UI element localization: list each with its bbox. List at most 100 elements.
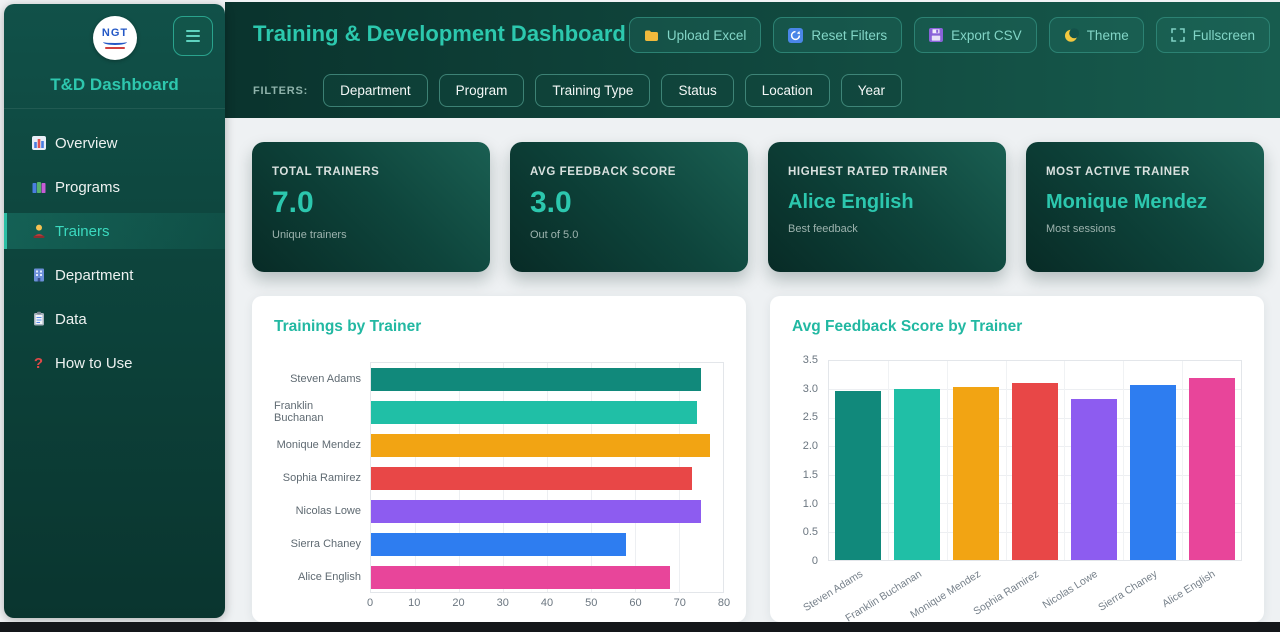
x-tick-label: 80 bbox=[717, 597, 731, 609]
sidebar-item-label: Data bbox=[55, 310, 87, 328]
chart-bar[interactable] bbox=[371, 467, 693, 490]
sidebar-item-programs[interactable]: Programs bbox=[4, 169, 225, 205]
kpi-value: 3.0 bbox=[530, 186, 572, 219]
folder-icon bbox=[644, 29, 659, 42]
upload-excel-button[interactable]: Upload Excel bbox=[628, 17, 762, 53]
chart-bar[interactable] bbox=[371, 368, 701, 391]
page-title: Training & Development Dashboard bbox=[253, 21, 626, 46]
header: Training & Development Dashboard Upload … bbox=[225, 2, 1280, 118]
chart-cell: Alice English bbox=[1161, 361, 1241, 610]
hbar-chart: Steven Adams Franklin Buchanan Monique Men… bbox=[274, 362, 730, 613]
chart-bar[interactable] bbox=[1129, 385, 1176, 560]
trainings-ylabels: Steven Adams Franklin Buchanan Monique Men… bbox=[274, 362, 370, 593]
theme-button[interactable]: Theme bbox=[1048, 17, 1144, 53]
feedback-ylabels: 3.5 3.0 2.5 2.0 1.5 1.0 0.5 0 bbox=[792, 354, 828, 567]
kpi-row: TOTAL TRAINERS 7.0 Unique trainers AVG F… bbox=[252, 142, 1264, 272]
chart-bar[interactable] bbox=[1188, 377, 1235, 560]
reset-icon bbox=[788, 27, 804, 43]
sidebar-item-label: How to Use bbox=[55, 354, 133, 372]
chart-bar[interactable] bbox=[371, 401, 697, 424]
button-label: Theme bbox=[1086, 27, 1129, 43]
feedback-cells: Steven Adams Franklin Buchanan Monique Men… bbox=[801, 361, 1241, 625]
chart-bar[interactable] bbox=[835, 390, 882, 560]
filter-training-type[interactable]: Training Type bbox=[535, 74, 651, 107]
category-label: Alice English bbox=[298, 570, 361, 583]
trainings-by-trainer-chart: Trainings by Trainer Steven Adams Frankli… bbox=[252, 296, 746, 622]
button-label: Export CSV bbox=[951, 27, 1022, 43]
kpi-label: MOST ACTIVE TRAINER bbox=[1046, 166, 1190, 178]
filter-location[interactable]: Location bbox=[744, 74, 830, 107]
filter-department[interactable]: Department bbox=[323, 74, 428, 107]
y-tick-label: 0.5 bbox=[802, 526, 818, 539]
question-icon: ? bbox=[33, 354, 44, 372]
x-tick-label: 40 bbox=[540, 597, 554, 609]
kpi-total-trainers: TOTAL TRAINERS 7.0 Unique trainers bbox=[252, 142, 490, 272]
button-label: Reset Filters bbox=[811, 27, 888, 43]
sidebar-item-label: Overview bbox=[55, 134, 118, 152]
vbar-chart: 3.5 3.0 2.5 2.0 1.5 1.0 0.5 0 Steven Adams Frank… bbox=[792, 354, 1242, 625]
chart-bar[interactable] bbox=[371, 434, 710, 457]
y-tick-label: 2.0 bbox=[802, 440, 818, 453]
x-tick-label: 20 bbox=[452, 597, 465, 609]
gridline bbox=[1005, 361, 1007, 560]
trainings-plot bbox=[370, 362, 724, 593]
chart-cell: Sierra Chaney bbox=[1096, 361, 1182, 614]
feedback-plot: Steven Adams Franklin Buchanan Monique Men… bbox=[801, 360, 1242, 625]
x-tick-label: 10 bbox=[408, 597, 421, 609]
sidebar-item-label: Programs bbox=[55, 178, 121, 196]
category-label: Sierra Chaney bbox=[290, 537, 361, 550]
fullscreen-icon bbox=[1170, 28, 1185, 42]
sidebar: NGT T&D Dashboard Overview Programs bbox=[4, 4, 225, 618]
category-label: Steven Adams bbox=[290, 372, 361, 385]
x-tick-label: 30 bbox=[496, 597, 509, 609]
sidebar-item-label: Department bbox=[55, 266, 134, 284]
chart-cell: Franklin Buchanan bbox=[843, 361, 947, 625]
x-tick-label: 60 bbox=[629, 597, 642, 609]
avg-feedback-score-chart: Avg Feedback Score by Trainer 3.5 3.0 2.5 2… bbox=[770, 296, 1264, 625]
charts-row: Trainings by Trainer Steven Adams Frankli… bbox=[252, 296, 1264, 625]
logo-swoosh bbox=[103, 39, 127, 45]
kpi-value: 7.0 bbox=[272, 186, 314, 219]
kpi-label: TOTAL TRAINERS bbox=[272, 166, 380, 178]
filter-program[interactable]: Program bbox=[438, 74, 525, 107]
filter-bar: FILTERS: Department Program Training Typ… bbox=[253, 74, 903, 107]
category-label: Sophia Ramirez bbox=[971, 568, 1042, 618]
chart-bar[interactable] bbox=[894, 388, 941, 560]
chart-title: Trainings by Trainer bbox=[274, 318, 422, 335]
chart-cell: Sophia Ramirez bbox=[972, 361, 1065, 618]
logo-text: NGT bbox=[101, 26, 129, 39]
sidebar-item-department[interactable]: Department bbox=[4, 257, 225, 293]
chart-bar[interactable] bbox=[1012, 383, 1058, 560]
export-csv-button[interactable]: Export CSV bbox=[914, 17, 1037, 53]
kpi-value: Monique Mendez bbox=[1046, 191, 1208, 213]
gridline bbox=[1123, 361, 1125, 560]
building-icon bbox=[30, 267, 47, 284]
chart-bar[interactable] bbox=[953, 387, 1000, 560]
gridline bbox=[1182, 361, 1184, 560]
category-label: Monique Mendez bbox=[276, 438, 361, 451]
moon-icon bbox=[1064, 27, 1079, 43]
sidebar-item-overview[interactable]: Overview bbox=[4, 125, 225, 161]
sidebar-item-how-to-use[interactable]: ? How to Use bbox=[4, 345, 225, 381]
category-label: Nicolas Lowe bbox=[1040, 568, 1101, 612]
y-tick-label: 1.0 bbox=[802, 497, 818, 510]
kpi-subtext: Most sessions bbox=[1046, 223, 1116, 235]
filter-year[interactable]: Year bbox=[840, 74, 903, 107]
floppy-icon bbox=[929, 28, 944, 42]
y-tick-label: 3.0 bbox=[802, 382, 818, 395]
menu-toggle-button[interactable] bbox=[173, 16, 213, 56]
gridline bbox=[887, 361, 889, 560]
logo-tagline-line bbox=[105, 46, 125, 49]
kpi-subtext: Out of 5.0 bbox=[530, 229, 579, 241]
sidebar-item-trainers[interactable]: Trainers bbox=[4, 213, 225, 249]
chart-bar[interactable] bbox=[371, 566, 671, 589]
chart-bar[interactable] bbox=[371, 533, 627, 556]
filters-label: FILTERS: bbox=[253, 84, 309, 97]
sidebar-item-data[interactable]: Data bbox=[4, 301, 225, 337]
header-toolbar: Upload Excel Reset Filters Export CSV Th… bbox=[628, 17, 1270, 53]
chart-bar[interactable] bbox=[1070, 398, 1117, 560]
chart-bar[interactable] bbox=[371, 500, 701, 523]
filter-status[interactable]: Status bbox=[661, 74, 734, 107]
reset-filters-button[interactable]: Reset Filters bbox=[773, 17, 903, 53]
fullscreen-button[interactable]: Fullscreen bbox=[1155, 17, 1270, 53]
